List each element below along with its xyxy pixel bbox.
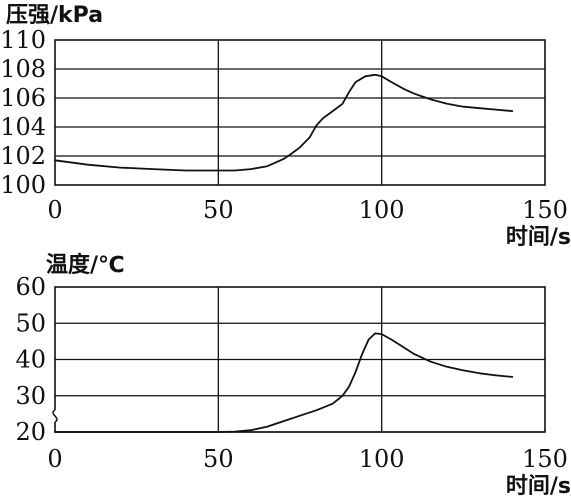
pressure-x-axis-label: 时间/s [506,225,571,250]
temperature-x-tick-label: 50 [203,445,234,473]
pressure-y-axis-label: 压强/kPa [6,3,103,28]
temperature-x-tick-label: 0 [47,445,62,473]
pressure-y-tick-label: 102 [0,142,46,170]
pressure-series-line [54,73,514,172]
temperature-chart: 温度/℃ 时间/s 0 50 100 150 20 30 40 50 60 [15,252,571,499]
temperature-y-tick-label: 60 [15,273,46,301]
pressure-y-tick-label: 104 [0,113,46,141]
temperature-y-tick-label: 50 [15,309,46,337]
pressure-x-tick-label: 150 [522,196,568,224]
temperature-x-tick-label: 100 [359,445,405,473]
pressure-x-tick-label: 50 [203,196,234,224]
pressure-y-tick-label: 100 [0,171,46,199]
pressure-y-tick-label: 110 [0,26,46,54]
pressure-y-tick-label: 108 [0,55,46,83]
pressure-plot-frame [54,39,546,186]
pressure-y-tick-label: 106 [0,84,46,112]
temperature-y-axis-label: 温度/℃ [46,252,125,278]
temperature-y-tick-label: 30 [15,382,46,410]
temperature-x-axis-label: 时间/s [506,474,571,499]
pressure-x-tick-label: 0 [47,196,62,224]
temperature-x-tick-label: 150 [522,445,568,473]
pressure-x-tick-label: 100 [359,196,405,224]
temperature-y-tick-label: 20 [15,418,46,446]
temperature-series-line [54,332,514,433]
axis-break-mark [52,409,58,423]
temperature-y-tick-label: 40 [15,346,46,374]
